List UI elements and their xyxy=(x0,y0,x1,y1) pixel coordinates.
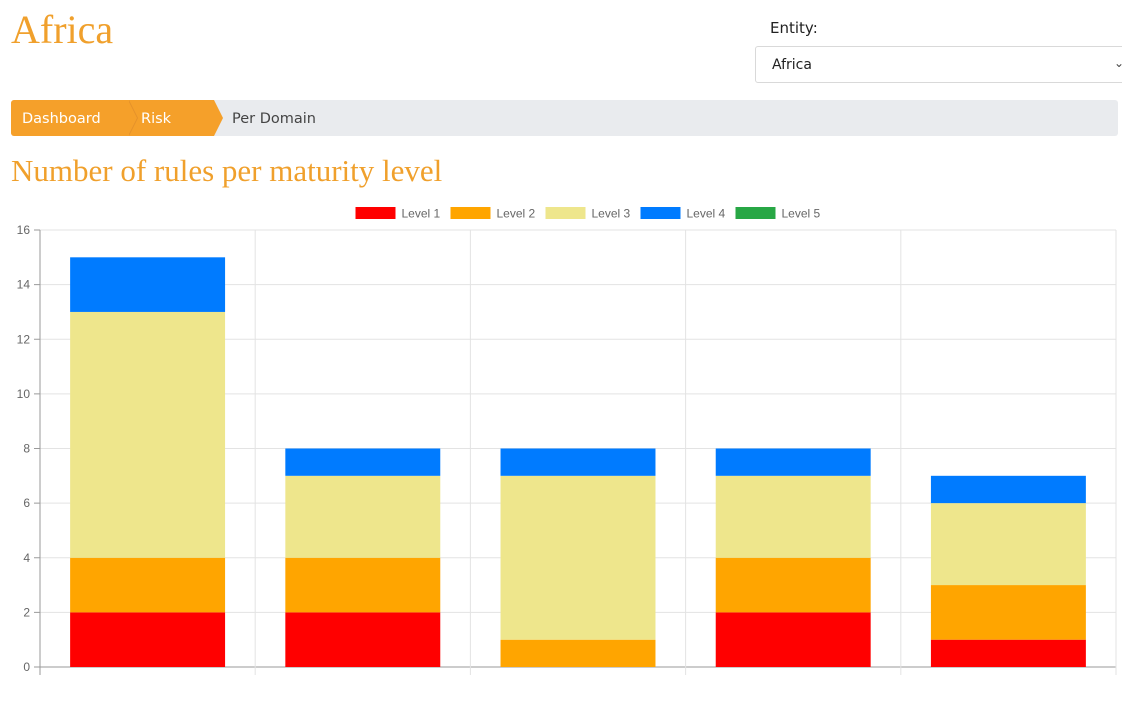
legend-swatch xyxy=(450,207,491,219)
bar-segment-level-2 xyxy=(70,557,226,613)
bar-segment-level-4 xyxy=(500,448,656,476)
breadcrumb-separator xyxy=(128,100,137,136)
y-tick-label: 0 xyxy=(23,660,30,674)
y-tick-label: 6 xyxy=(23,496,30,510)
bar-segment-level-3 xyxy=(70,311,226,558)
legend-swatch xyxy=(355,207,396,219)
bar-segment-level-4 xyxy=(715,448,871,476)
legend-swatch xyxy=(545,207,586,219)
bar-segment-level-4 xyxy=(930,475,1086,504)
breadcrumb: Dashboard Risk score Per Domain xyxy=(11,100,1118,136)
breadcrumb-separator xyxy=(214,100,223,136)
page-title: Africa xyxy=(11,7,114,52)
legend-label: Level 4 xyxy=(687,207,726,221)
stacked-bar-chart: 0 2 4 6 8 10 12 14 16 Level 1 Level 2 Level 3 Level … xyxy=(17,207,1117,675)
bar-segment-level-2 xyxy=(930,585,1086,640)
y-tick-label: 4 xyxy=(23,551,30,565)
y-tick-label: 2 xyxy=(23,605,30,619)
bar-segment-level-3 xyxy=(715,475,871,558)
bar-segment-level-1 xyxy=(70,612,226,667)
bar-segment-level-1 xyxy=(285,612,441,667)
entity-select[interactable]: Africa ⌄ xyxy=(755,46,1122,83)
y-tick-label: 14 xyxy=(17,278,31,292)
legend-swatch xyxy=(735,207,776,219)
bar-segment-level-4 xyxy=(285,448,441,476)
bar-segment-level-4 xyxy=(70,257,226,312)
entity-label: Entity: xyxy=(770,19,818,37)
legend-swatch xyxy=(640,207,681,219)
bar-segment-level-1 xyxy=(930,639,1086,667)
legend-label: Level 2 xyxy=(497,207,536,221)
breadcrumb-risk-score[interactable]: Risk score xyxy=(129,100,214,136)
bar-segment-level-3 xyxy=(930,503,1086,586)
legend-label: Level 1 xyxy=(402,207,441,221)
bar-segment-level-2 xyxy=(285,557,441,613)
y-tick-label: 12 xyxy=(17,332,31,346)
legend-label: Level 3 xyxy=(592,207,631,221)
bar-segment-level-2 xyxy=(500,639,656,667)
chart-title: Number of rules per maturity level xyxy=(11,153,443,188)
bar-segment-level-3 xyxy=(285,475,441,558)
breadcrumb-per-domain: Per Domain xyxy=(232,111,316,127)
bar-segment-level-1 xyxy=(715,612,871,667)
bar-segment-level-2 xyxy=(715,557,871,613)
y-tick-label: 16 xyxy=(17,223,31,237)
breadcrumb-dashboard[interactable]: Dashboard xyxy=(11,100,129,136)
legend-label: Level 5 xyxy=(782,207,821,221)
entity-select-value: Africa xyxy=(772,57,812,73)
bar-segment-level-3 xyxy=(500,475,656,640)
y-tick-label: 8 xyxy=(23,442,30,456)
y-tick-label: 10 xyxy=(17,387,31,401)
chevron-down-icon: ⌄ xyxy=(1114,56,1122,70)
